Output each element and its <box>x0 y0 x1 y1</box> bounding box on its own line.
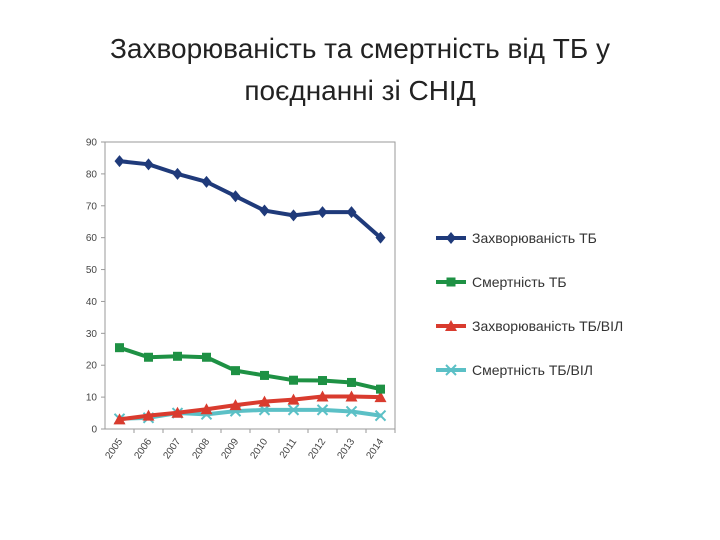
data-point-series-2 <box>347 377 356 387</box>
data-point-series-4 <box>374 409 387 422</box>
y-tick-label: 10 <box>86 393 98 404</box>
data-point-series-3 <box>345 390 358 402</box>
data-point-series-1 <box>288 209 299 222</box>
data-point-series-3 <box>142 409 155 421</box>
legend-swatch-marker <box>446 232 456 244</box>
y-tick-label: 20 <box>86 361 98 372</box>
data-point-series-2 <box>202 352 211 362</box>
data-point-series-2 <box>318 376 327 386</box>
data-point-series-1 <box>114 155 125 168</box>
x-tick-label: 2013 <box>335 436 357 461</box>
data-point-series-3 <box>113 413 126 425</box>
x-tick-label: 2012 <box>306 436 328 461</box>
data-point-series-3 <box>287 393 300 405</box>
data-point-series-2 <box>144 352 153 362</box>
data-point-series-4 <box>345 405 358 418</box>
x-tick-label: 2010 <box>248 436 270 461</box>
legend-label: Захворюваність ТБ <box>472 230 597 246</box>
y-tick-label: 0 <box>91 425 97 436</box>
data-point-series-2 <box>376 384 385 394</box>
x-tick-label: 2008 <box>190 436 212 461</box>
data-point-series-3 <box>171 406 184 418</box>
data-point-series-3 <box>316 390 329 402</box>
legend-swatch-marker <box>445 364 457 376</box>
data-point-series-1 <box>317 206 328 219</box>
legend-swatch-marker <box>445 320 457 331</box>
y-tick-label: 80 <box>86 169 98 180</box>
data-point-series-3 <box>229 399 242 411</box>
y-tick-label: 70 <box>86 201 98 212</box>
data-point-series-3 <box>200 403 213 415</box>
data-point-series-1 <box>230 190 241 203</box>
slide-title-line-2: поєднанні зі СНІД <box>244 75 476 106</box>
y-tick-label: 30 <box>86 329 98 340</box>
legend-label: Захворюваність ТБ/ВІЛ <box>472 318 623 334</box>
y-tick-label: 40 <box>86 297 98 308</box>
slide-title: Захворюваність та смертність від ТБ у по… <box>0 28 720 112</box>
data-point-series-2 <box>115 343 124 353</box>
data-point-series-2 <box>231 366 240 376</box>
data-point-series-1 <box>143 158 154 171</box>
legend-label: Смертність ТБ <box>472 274 567 290</box>
y-tick-label: 60 <box>86 233 98 244</box>
y-tick-label: 90 <box>86 138 98 149</box>
y-tick-label: 50 <box>86 265 98 276</box>
series-line-2 <box>117 345 383 392</box>
data-point-series-1 <box>172 167 183 180</box>
data-point-series-1 <box>375 231 386 244</box>
data-point-series-2 <box>289 375 298 385</box>
data-point-series-4 <box>316 404 329 416</box>
x-tick-label: 2014 <box>364 436 386 461</box>
data-point-series-4 <box>287 404 300 416</box>
legend-swatch-marker <box>446 277 456 287</box>
series-line-3 <box>117 394 383 422</box>
series-line-1 <box>117 159 383 240</box>
x-tick-label: 2007 <box>161 436 183 461</box>
data-point-series-3 <box>258 395 271 407</box>
data-point-series-1 <box>259 204 270 217</box>
data-point-series-1 <box>201 175 212 188</box>
x-tick-label: 2011 <box>278 436 300 460</box>
x-tick-label: 2009 <box>219 436 241 461</box>
data-point-series-2 <box>173 351 182 361</box>
data-point-series-3 <box>374 391 387 403</box>
x-tick-label: 2005 <box>103 436 125 461</box>
data-point-series-2 <box>260 370 269 380</box>
legend-label: Смертність ТБ/ВІЛ <box>472 362 593 378</box>
data-point-series-1 <box>346 206 357 219</box>
x-tick-label: 2006 <box>132 436 154 461</box>
slide-title-line-1: Захворюваність та смертність від ТБ у <box>109 33 610 64</box>
